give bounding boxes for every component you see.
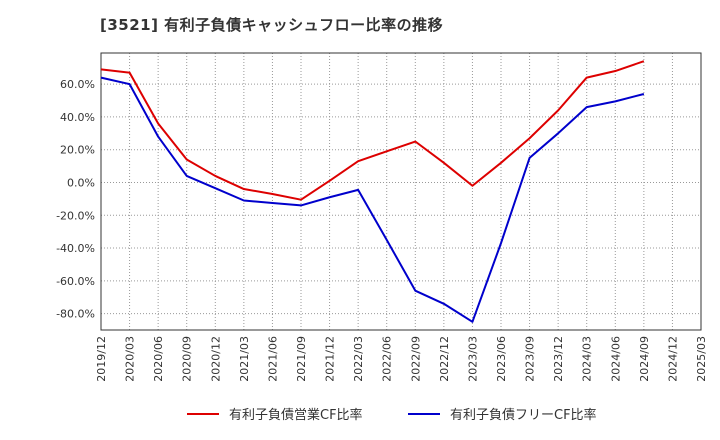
x-tick-label: 2023/06 (495, 336, 508, 382)
x-tick-label: 2021/03 (238, 336, 251, 382)
y-tick-label: -40.0% (56, 242, 95, 255)
x-tick-label: 2024/06 (609, 336, 622, 382)
y-tick-label: 0.0% (67, 176, 95, 189)
x-tick-label: 2020/03 (124, 336, 137, 382)
x-tick-label: 2020/09 (181, 336, 194, 382)
x-tick-label: 2024/09 (638, 336, 651, 382)
y-tick-label: -80.0% (56, 308, 95, 321)
series-line-1 (100, 60, 645, 201)
x-tick-label: 2022/12 (438, 336, 451, 382)
y-tick-label: 20.0% (60, 144, 95, 157)
x-tick-label: 2020/06 (152, 336, 165, 382)
y-tick-label: -60.0% (56, 275, 95, 288)
x-tick-label: 2019/12 (95, 336, 108, 382)
x-tick-label: 2023/09 (524, 336, 537, 382)
chart-title: [3521] 有利子負債キャッシュフロー比率の推移 (100, 16, 444, 34)
x-tick-label: 2021/06 (266, 336, 279, 382)
y-tick-label: -20.0% (56, 209, 95, 222)
x-tick-label: 2022/09 (409, 336, 422, 382)
legend-label-1: 有利子負債営業CF比率 (229, 407, 363, 423)
x-tick-label: 2021/12 (324, 336, 337, 382)
y-tick-label: 60.0% (60, 78, 95, 91)
series-line-2 (100, 76, 645, 323)
x-tick-label: 2022/03 (352, 336, 365, 382)
legend-label-2: 有利子負債フリーCF比率 (450, 407, 597, 423)
x-tick-label: 2021/09 (295, 336, 308, 382)
x-tick-label: 2024/03 (581, 336, 594, 382)
x-tick-label: 2023/12 (552, 336, 565, 382)
y-tick-label: 40.0% (60, 111, 95, 124)
x-tick-label: 2020/12 (209, 336, 222, 382)
x-tick-label: 2025/03 (695, 336, 708, 382)
x-tick-label: 2024/12 (666, 336, 679, 382)
x-tick-label: 2022/06 (381, 336, 394, 382)
plot-frame (100, 52, 702, 331)
x-tick-label: 2023/03 (466, 336, 479, 382)
